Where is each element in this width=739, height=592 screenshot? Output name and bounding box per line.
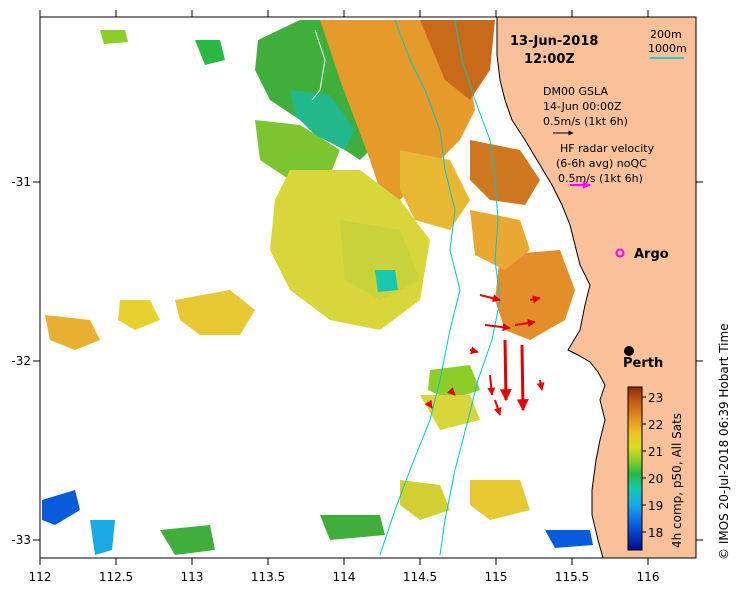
y-tick-label: -31 <box>11 175 31 189</box>
plot-frame <box>39 16 697 559</box>
argo-marker <box>615 248 625 258</box>
colorbar-tick: 20 <box>648 472 663 486</box>
sst-patch <box>400 480 450 520</box>
sst-patch <box>545 530 593 548</box>
contour-1000m <box>379 19 461 556</box>
perth-label: Perth <box>623 356 663 371</box>
colorbar-ramp <box>627 386 643 551</box>
gsla-scale: 0.5m/s (1kt 6h) <box>543 115 628 128</box>
credit-text: © IMOS 20-Jul-2018 06:39 Hobart Time <box>717 323 731 560</box>
radar-vector <box>529 295 541 304</box>
colorbar-tick: 18 <box>648 526 663 540</box>
x-tick-label: 112 <box>29 570 52 584</box>
contour-200m-white <box>311 29 326 101</box>
sst-patch <box>400 150 470 230</box>
x-tick-label: 115 <box>485 570 508 584</box>
y-axis <box>33 181 703 541</box>
x-tick-label: 114.5 <box>403 570 437 584</box>
radar-vector <box>514 319 536 328</box>
radar-vector <box>499 339 512 402</box>
gsla-date: 14-Jun 00:00Z <box>543 100 622 113</box>
colorbar-tick: 19 <box>648 499 663 513</box>
colorbar-tick: 23 <box>648 391 663 405</box>
x-tick-label: 112.5 <box>99 570 133 584</box>
radar-vector <box>493 399 502 416</box>
sst-patch <box>470 210 530 270</box>
sst-patch <box>90 520 115 555</box>
sst-patch <box>195 40 225 65</box>
colorbar-tick: 22 <box>648 418 663 432</box>
x-tick-label: 113.5 <box>251 570 285 584</box>
sst-data-layer <box>42 20 593 555</box>
hf-radar-scale: 0.5m/s (1kt 6h) <box>558 172 643 185</box>
sst-patch <box>175 290 255 335</box>
contour-legend-1000: 1000m <box>648 42 687 55</box>
x-tick-label: 113 <box>181 570 204 584</box>
sst-patch <box>320 515 385 540</box>
colorbar-title: 4h comp, p50, All Sats <box>670 413 684 548</box>
sst-patch <box>255 120 340 180</box>
sst-patch <box>470 140 540 205</box>
perth-marker <box>624 346 634 356</box>
timestamp-time: 12:00Z <box>524 52 575 67</box>
sst-patch <box>160 525 215 555</box>
sst-patch <box>375 270 398 292</box>
x-tick-label: 115.5 <box>555 570 589 584</box>
sst-patch <box>45 315 100 350</box>
colorbar: 23 22 21 20 19 18 4h comp, p50, All Sats <box>627 386 684 551</box>
x-tick-label: 116 <box>637 570 660 584</box>
x-axis <box>39 10 649 565</box>
radar-vector <box>469 346 479 355</box>
radar-vectors <box>424 294 545 416</box>
sst-patch <box>470 480 530 520</box>
radar-vector <box>516 344 529 412</box>
radar-vector <box>487 374 496 396</box>
sst-patch <box>42 490 80 525</box>
hf-radar-subtitle: (6-6h avg) noQC <box>556 157 647 170</box>
radar-vector <box>447 387 456 396</box>
x-tick-label: 114 <box>333 570 356 584</box>
sst-patch <box>320 20 475 200</box>
sst-patch <box>118 300 160 330</box>
argo-label: Argo <box>634 247 669 262</box>
sst-patch <box>420 20 495 100</box>
radar-vector <box>484 323 511 332</box>
land-mass <box>496 17 696 558</box>
sst-patch <box>290 90 355 150</box>
sst-patch <box>100 30 128 44</box>
timestamp-date: 13-Jun-2018 <box>510 34 598 49</box>
radar-vector <box>479 294 501 303</box>
sst-patch <box>340 220 420 300</box>
radar-vector <box>536 379 545 391</box>
colorbar-tick: 21 <box>648 445 663 459</box>
sst-patch <box>420 395 480 430</box>
radar-vector <box>424 399 433 409</box>
sst-patch <box>495 250 575 340</box>
contour-200m <box>439 19 501 556</box>
y-tick-label: -33 <box>11 533 31 547</box>
contour-legend-200: 200m <box>650 28 682 41</box>
hf-radar-title: HF radar velocity <box>560 142 655 155</box>
y-tick-label: -32 <box>11 354 31 368</box>
gsla-title: DM00 GSLA <box>543 85 608 98</box>
